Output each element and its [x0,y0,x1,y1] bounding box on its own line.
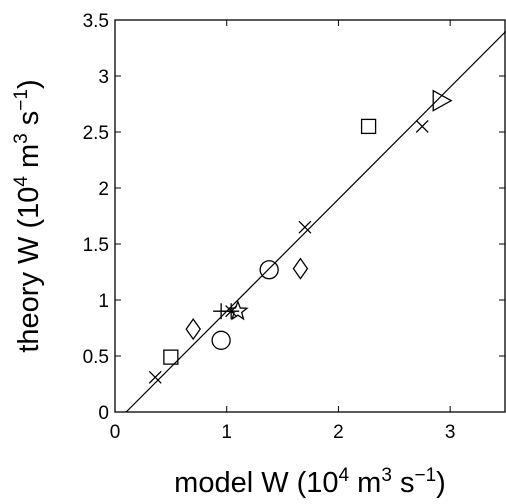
asterisk-marker [223,303,240,320]
y-tick-label: 2.5 [83,123,109,144]
data-points-layer [148,89,453,384]
square-marker [360,118,377,135]
y-tick-label: 0 [98,403,109,424]
x-tick-label: 1 [221,422,232,443]
y-tick-label: 1.5 [83,235,109,256]
diamond-marker [185,317,201,341]
y-tick-label: 3 [98,67,109,88]
y-tick-label: 2 [98,179,109,200]
axes-box [114,19,506,413]
diamond-marker [292,257,309,280]
square-marker [163,349,179,365]
x-tick-label: 0 [110,422,121,443]
ticks-layer: 0 1 2 3 0 0.5 1 1.5 2 2.5 3 3.5 [83,11,505,443]
x-marker [298,220,312,234]
y-tick-label: 0.5 [83,347,109,368]
circle-marker [211,330,231,350]
x-tick-label: 2 [333,422,344,443]
x-axis-title: model W (104 m3 s−1) [174,465,446,499]
x-marker [415,119,429,133]
triangle-right-marker [432,89,453,112]
y-tick-label: 3.5 [83,11,109,32]
y-tick-label: 1 [98,291,109,312]
x-marker [148,370,162,384]
fit-line-layer [125,30,506,413]
y-axis-title: theory W (104 m3 s−1) [11,79,45,352]
fit-line [125,30,506,413]
x-tick-label: 3 [445,422,456,443]
circle-marker [259,260,279,280]
star-marker [227,299,249,321]
